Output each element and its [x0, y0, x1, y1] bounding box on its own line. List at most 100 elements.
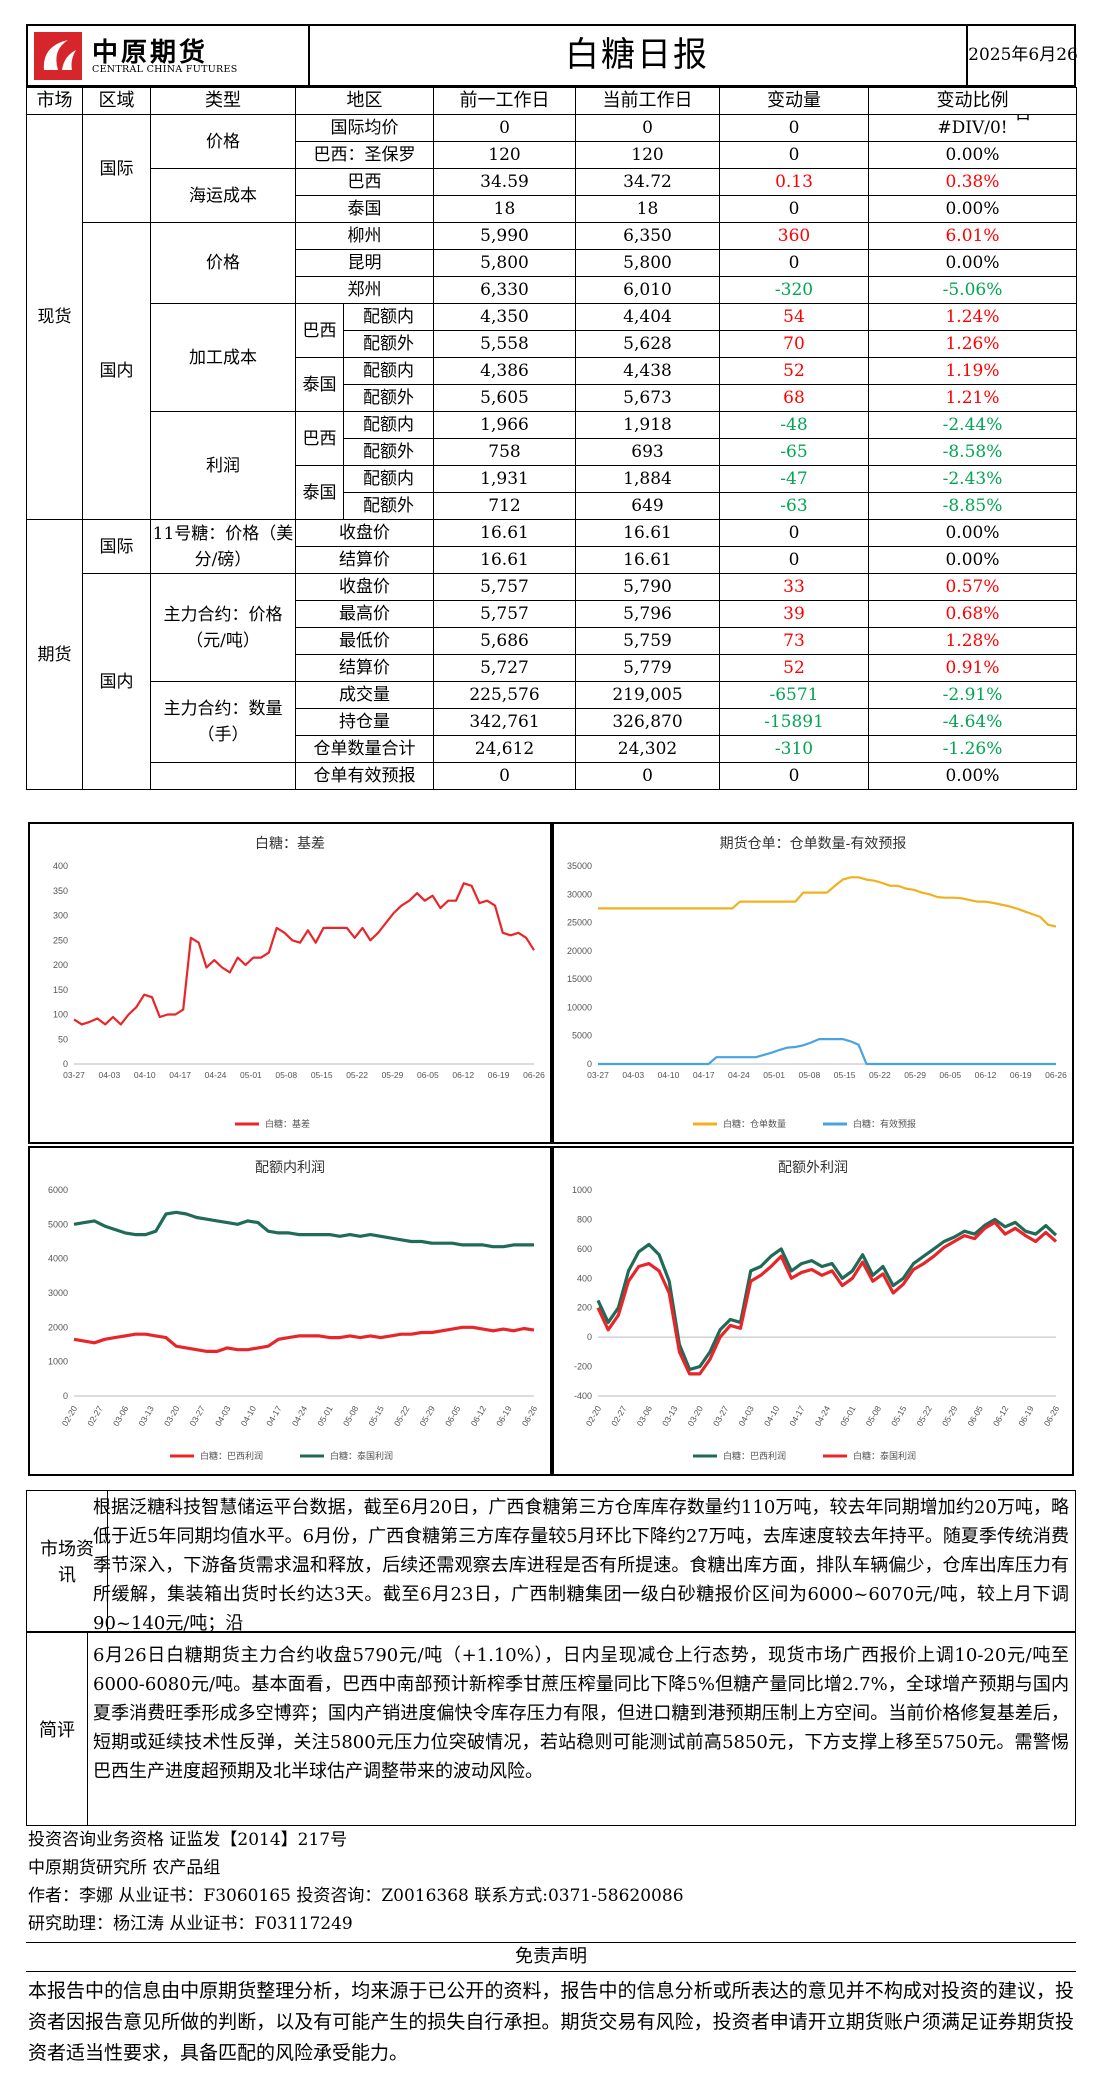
area-cell: 收盘价	[295, 519, 434, 547]
x-tick-label: 04-10	[762, 1404, 782, 1428]
change-cell: 70	[719, 330, 869, 358]
value-cell: 0	[433, 762, 576, 790]
x-tick-label: 06-26	[1045, 1070, 1067, 1080]
table-row: 泰国 配额内 4,386 4,438 52 1.19%	[27, 357, 1077, 412]
change-cell: 73	[719, 627, 869, 655]
x-tick-label: 03-06	[635, 1404, 655, 1428]
area-cell: 收盘价	[295, 573, 434, 601]
y-tick-label: 300	[53, 911, 68, 921]
table-row: 昆明 5,800 5,800 0 0.00%	[27, 249, 1077, 277]
quota-label: 配额内	[343, 357, 434, 385]
change-pct-cell: 1.19%	[868, 357, 1077, 385]
shipping-label: 海运成本	[150, 168, 296, 223]
x-tick-label: 03-13	[136, 1404, 156, 1428]
zc-qty-type-label: 主力合约：数量（手）	[150, 681, 296, 763]
value-cell: 693	[575, 438, 720, 466]
change-pct-cell: -4.64%	[868, 708, 1077, 736]
intl-label: 国际	[82, 114, 151, 223]
series-line	[596, 1217, 1058, 1372]
chart-svg: 期货仓单：仓单数量-有效预报 0 5000 10000 15000 20000 25000 3…	[567, 835, 1067, 1129]
thailand-label: 泰国	[295, 465, 344, 520]
x-tick-label: 06-05	[965, 1404, 985, 1428]
intl-price-label: 价格	[150, 114, 296, 169]
data-table: 市场 区域 类型 地区 前一工作日 当前工作日 变动量 变动比例 现货 国际 价…	[26, 87, 1077, 790]
change-cell: 0	[719, 762, 869, 790]
table-row: 主力合约：数量（手） 成交量 225,576 219,005 -6571 -2.…	[27, 681, 1077, 763]
header-prev: 前一工作日	[433, 87, 576, 115]
series-line	[73, 882, 535, 1026]
area-cell: 柳州	[295, 222, 434, 250]
brazil-label: 巴西	[295, 303, 344, 358]
y-tick-label: 1000	[572, 1185, 592, 1195]
assistant-line: 研究助理：杨江涛 从业证书：F03117249	[28, 1914, 353, 1934]
disclaimer-text: 本报告中的信息由中原期货整理分析，均来源于已公开的资料，报告中的信息分析或所表达…	[28, 1980, 1074, 2064]
value-cell: 4,350	[433, 303, 576, 331]
y-tick-label: 1000	[48, 1357, 68, 1367]
zc-price-type-label: 主力合约：价格（元/吨）	[150, 573, 296, 682]
value-cell: 5,605	[433, 384, 576, 412]
change-cell: 0	[719, 114, 869, 142]
x-tick-label: 06-26	[523, 1070, 545, 1080]
legend-label: 白糖：泰国利润	[853, 1450, 916, 1461]
y-tick-label: 30000	[567, 889, 592, 899]
change-pct-cell: 0.91%	[868, 654, 1077, 682]
y-tick-label: 200	[577, 1303, 592, 1313]
change-pct-cell: -2.43%	[868, 465, 1077, 493]
value-cell: 120	[575, 141, 720, 169]
y-tick-label: 0	[63, 1391, 68, 1401]
table-row: 仓单有效预报 0 0 0 0.00%	[27, 762, 1077, 790]
table-row: 现货 国际 价格 国际均价 0 0 0 #DIV/0!	[26, 114, 1077, 520]
area-cell: 泰国	[295, 195, 434, 223]
domestic-label: 国内	[82, 573, 151, 790]
commentary-label: 简评	[27, 1633, 88, 1825]
value-cell: 5,790	[575, 573, 720, 601]
change-pct-cell: -1.26%	[868, 735, 1077, 763]
value-cell: 24,612	[433, 735, 576, 763]
x-tick-label: 06-05	[443, 1404, 463, 1428]
table-row: 国内 价格 柳州 5,990 6,350 360 6.01%	[27, 222, 1077, 520]
intl-label: 国际	[82, 519, 151, 574]
y-tick-label: 2000	[48, 1322, 68, 1332]
value-cell: 16.61	[433, 519, 576, 547]
value-cell: 649	[575, 492, 720, 520]
header-change-pct: 变动比例	[868, 87, 1077, 115]
change-cell: -48	[719, 411, 869, 439]
value-cell: 225,576	[433, 681, 576, 709]
quota-label: 配额外	[343, 384, 434, 412]
series-line	[598, 1038, 1056, 1066]
table-row: 最低价 5,686 5,759 73 1.28%	[27, 627, 1077, 655]
chart-title: 白糖：基差	[255, 835, 325, 851]
value-cell: 5,673	[575, 384, 720, 412]
x-tick-label: 05-15	[366, 1404, 386, 1428]
change-cell: 33	[719, 573, 869, 601]
table-row: 最高价 5,757 5,796 39 0.68%	[27, 600, 1077, 628]
change-pct-cell: 0.38%	[868, 168, 1077, 196]
value-cell: 5,757	[433, 600, 576, 628]
area-cell: 仓单有效预报	[295, 762, 434, 790]
profit-label: 利润	[150, 411, 296, 520]
market-info-text: 根据泛糖科技智慧储运平台数据，截至6月20日，广西食糖第三方仓库库存数量约110…	[93, 1497, 1069, 1632]
chart-svg: 白糖：基差 0 50 100 150 200 250 300 350 400 03-27 04-03 0…	[53, 835, 545, 1129]
change-pct-cell: 0.57%	[868, 573, 1077, 601]
change-pct-cell: -5.06%	[868, 276, 1077, 304]
table-row: 郑州 6,330 6,010 -320 -5.06%	[27, 276, 1077, 304]
area-cell: 昆明	[295, 249, 434, 277]
x-tick-label: 03-20	[685, 1404, 705, 1428]
value-cell: 5,558	[433, 330, 576, 358]
value-cell: 6,010	[575, 276, 720, 304]
y-tick-label: 800	[577, 1214, 592, 1224]
value-cell: 5,628	[575, 330, 720, 358]
x-tick-label: 05-01	[315, 1404, 335, 1428]
x-tick-label: 04-17	[693, 1070, 715, 1080]
header-curr: 当前工作日	[575, 87, 720, 115]
change-cell: -310	[719, 735, 869, 763]
value-cell: 4,438	[575, 357, 720, 385]
x-tick-label: 04-03	[622, 1070, 644, 1080]
value-cell: 1,966	[433, 411, 576, 439]
x-tick-label: 04-24	[290, 1404, 310, 1428]
change-cell: -320	[719, 276, 869, 304]
value-cell: 0	[575, 762, 720, 790]
table-row: 巴西：圣保罗 120 120 0 0.00%	[27, 141, 1077, 169]
value-cell: 5,800	[433, 249, 576, 277]
qualification-line: 投资咨询业务资格 证监发【2014】217号	[28, 1830, 348, 1850]
